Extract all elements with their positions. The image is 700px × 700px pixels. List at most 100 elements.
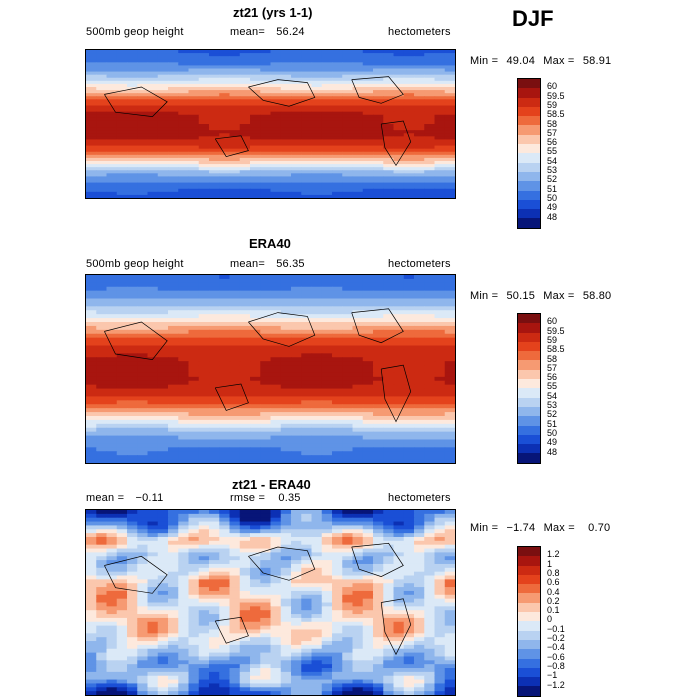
field-cell bbox=[311, 179, 323, 184]
field-cell bbox=[239, 357, 251, 362]
field-cell bbox=[168, 536, 179, 542]
field-cell bbox=[414, 142, 425, 147]
field-cell bbox=[383, 552, 395, 557]
field-cell bbox=[321, 53, 333, 57]
field-cell bbox=[321, 68, 333, 73]
field-cell bbox=[147, 556, 159, 561]
field-cell bbox=[352, 176, 364, 181]
field-cell bbox=[137, 130, 149, 134]
field-cell bbox=[291, 108, 302, 113]
field-cell bbox=[147, 575, 159, 580]
field-cell bbox=[168, 384, 179, 390]
field-cell bbox=[229, 396, 241, 401]
field-cell bbox=[270, 439, 282, 445]
field-cell bbox=[127, 127, 138, 131]
field-cell bbox=[424, 357, 436, 362]
field-cell bbox=[106, 142, 118, 147]
field-cell bbox=[291, 275, 302, 280]
field-cell bbox=[321, 161, 333, 165]
field-cell bbox=[229, 345, 241, 351]
field-cell bbox=[168, 151, 179, 156]
field-cell bbox=[219, 99, 231, 104]
field-cell bbox=[178, 182, 190, 187]
field-cell bbox=[106, 337, 118, 343]
field-cell bbox=[342, 148, 354, 153]
field-cell bbox=[393, 388, 405, 394]
field-cell bbox=[106, 341, 118, 347]
field-cell bbox=[137, 536, 149, 542]
field-cell bbox=[96, 447, 108, 452]
field-cell bbox=[260, 552, 272, 557]
field-cell bbox=[137, 148, 149, 153]
field-cell bbox=[116, 404, 128, 409]
field-cell bbox=[373, 563, 384, 569]
field-cell bbox=[250, 637, 261, 642]
field-cell bbox=[239, 529, 251, 534]
field-cell bbox=[393, 606, 405, 611]
field-cell bbox=[291, 68, 302, 73]
field-cell bbox=[342, 533, 354, 538]
field-cell bbox=[444, 625, 455, 631]
field-cell bbox=[260, 614, 272, 619]
field-cell bbox=[157, 510, 169, 515]
field-cell bbox=[280, 176, 292, 181]
field-cell bbox=[414, 302, 425, 307]
field-cell bbox=[188, 567, 200, 573]
field-cell bbox=[342, 124, 354, 128]
field-cell bbox=[157, 625, 169, 631]
field-cell bbox=[137, 191, 149, 196]
field-cell bbox=[373, 62, 384, 67]
field-cell bbox=[352, 53, 364, 57]
field-cell bbox=[250, 325, 261, 331]
field-cell bbox=[403, 133, 415, 137]
field-cell bbox=[239, 447, 251, 452]
field-cell bbox=[229, 625, 241, 631]
field-cell bbox=[96, 629, 108, 634]
field-cell bbox=[116, 587, 128, 592]
panel3-max-label: Max = bbox=[543, 522, 575, 534]
field-cell bbox=[332, 111, 343, 116]
field-cell bbox=[219, 298, 231, 304]
field-cell bbox=[373, 510, 384, 515]
field-cell bbox=[393, 179, 405, 184]
field-cell bbox=[311, 571, 323, 577]
field-cell bbox=[301, 345, 313, 351]
field-cell bbox=[86, 99, 97, 104]
field-cell bbox=[373, 427, 384, 433]
field-cell bbox=[137, 533, 149, 538]
field-cell bbox=[270, 151, 282, 156]
field-cell bbox=[198, 275, 210, 280]
field-cell bbox=[444, 127, 455, 131]
field-cell bbox=[373, 648, 384, 654]
field-cell bbox=[301, 173, 313, 178]
field-cell bbox=[291, 451, 302, 456]
field-cell bbox=[280, 400, 292, 405]
field-cell bbox=[280, 533, 292, 538]
field-cell bbox=[301, 62, 313, 67]
field-cell bbox=[403, 660, 415, 665]
field-cell bbox=[106, 567, 118, 573]
field-cell bbox=[260, 357, 272, 362]
field-cell bbox=[188, 124, 200, 128]
field-cell bbox=[342, 298, 354, 304]
field-cell bbox=[434, 108, 446, 113]
field-cell bbox=[86, 90, 97, 94]
field-cell bbox=[188, 431, 200, 437]
field-cell bbox=[239, 306, 251, 311]
field-cell bbox=[311, 53, 323, 57]
field-cell bbox=[342, 329, 354, 335]
field-cell bbox=[280, 167, 292, 171]
field-cell bbox=[198, 278, 210, 284]
field-cell bbox=[198, 447, 210, 452]
field-cell bbox=[393, 396, 405, 401]
field-cell bbox=[96, 176, 108, 181]
field-cell bbox=[250, 529, 261, 534]
field-cell bbox=[393, 357, 405, 362]
field-cell bbox=[86, 594, 97, 600]
field-cell bbox=[311, 167, 323, 171]
field-cell bbox=[383, 590, 395, 596]
field-cell bbox=[106, 310, 118, 315]
field-cell bbox=[414, 656, 425, 661]
field-cell bbox=[86, 87, 97, 91]
field-cell bbox=[301, 282, 313, 288]
